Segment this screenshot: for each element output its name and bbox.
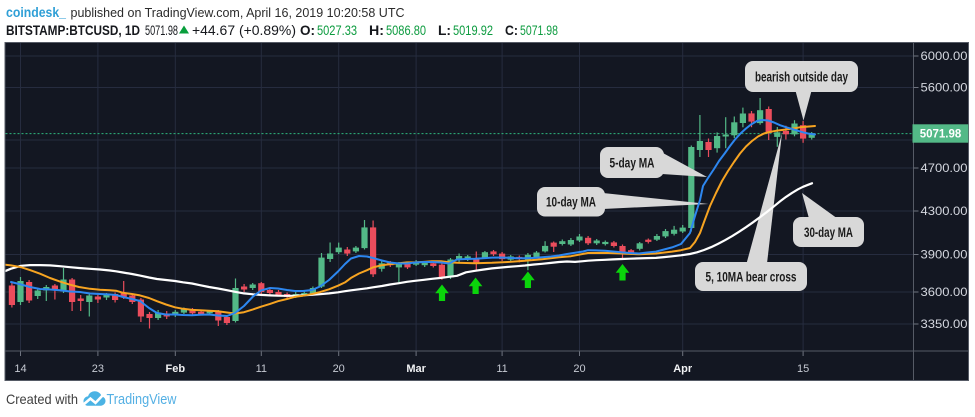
svg-text:bearish outside day: bearish outside day — [755, 69, 848, 84]
svg-text:3900.00: 3900.00 — [921, 250, 968, 262]
svg-text:20: 20 — [333, 363, 345, 375]
svg-text:C:: C: — [505, 23, 518, 38]
svg-text:5086.80: 5086.80 — [386, 23, 426, 38]
svg-text:5071.98: 5071.98 — [520, 23, 558, 38]
svg-text:10-day MA: 10-day MA — [546, 195, 596, 210]
svg-text:20: 20 — [573, 363, 585, 375]
svg-text:TradingView: TradingView — [107, 392, 177, 408]
svg-text:Feb: Feb — [166, 363, 186, 375]
svg-text:4700.00: 4700.00 — [921, 163, 968, 175]
svg-text:6000.00: 6000.00 — [921, 51, 968, 63]
svg-text:5600.00: 5600.00 — [921, 83, 968, 95]
svg-text:11: 11 — [256, 363, 267, 375]
svg-text:11: 11 — [496, 363, 507, 375]
svg-text:5071.98: 5071.98 — [145, 23, 178, 38]
svg-text:5019.92: 5019.92 — [453, 23, 493, 38]
svg-text:15: 15 — [797, 363, 809, 375]
svg-text:L:: L: — [438, 23, 451, 38]
svg-text:5071.98: 5071.98 — [920, 129, 962, 141]
svg-text:3600.00: 3600.00 — [921, 287, 968, 299]
svg-text:BITSTAMP:BTCUSD, 1D: BITSTAMP:BTCUSD, 1D — [6, 23, 140, 38]
svg-text:5, 10MA bear cross: 5, 10MA bear cross — [706, 269, 797, 284]
svg-text:30-day MA: 30-day MA — [804, 225, 853, 240]
svg-text:Apr: Apr — [673, 363, 693, 375]
svg-text:Created with: Created with — [6, 391, 78, 407]
svg-text:O:: O: — [300, 23, 315, 38]
svg-text:+44.67 (+0.89%): +44.67 (+0.89%) — [192, 23, 296, 38]
svg-text:H:: H: — [369, 23, 384, 38]
svg-text:4300.00: 4300.00 — [921, 206, 968, 218]
svg-text:Mar: Mar — [406, 363, 426, 375]
svg-text:5027.33: 5027.33 — [317, 23, 357, 38]
svg-text:coindesk_: coindesk_ — [6, 5, 66, 20]
svg-text:published on TradingView.com,: published on TradingView.com, April 16, … — [71, 5, 405, 20]
svg-text:14: 14 — [14, 363, 26, 375]
svg-text:3350.00: 3350.00 — [921, 319, 968, 331]
svg-text:5-day MA: 5-day MA — [610, 155, 655, 170]
svg-text:23: 23 — [92, 363, 104, 375]
